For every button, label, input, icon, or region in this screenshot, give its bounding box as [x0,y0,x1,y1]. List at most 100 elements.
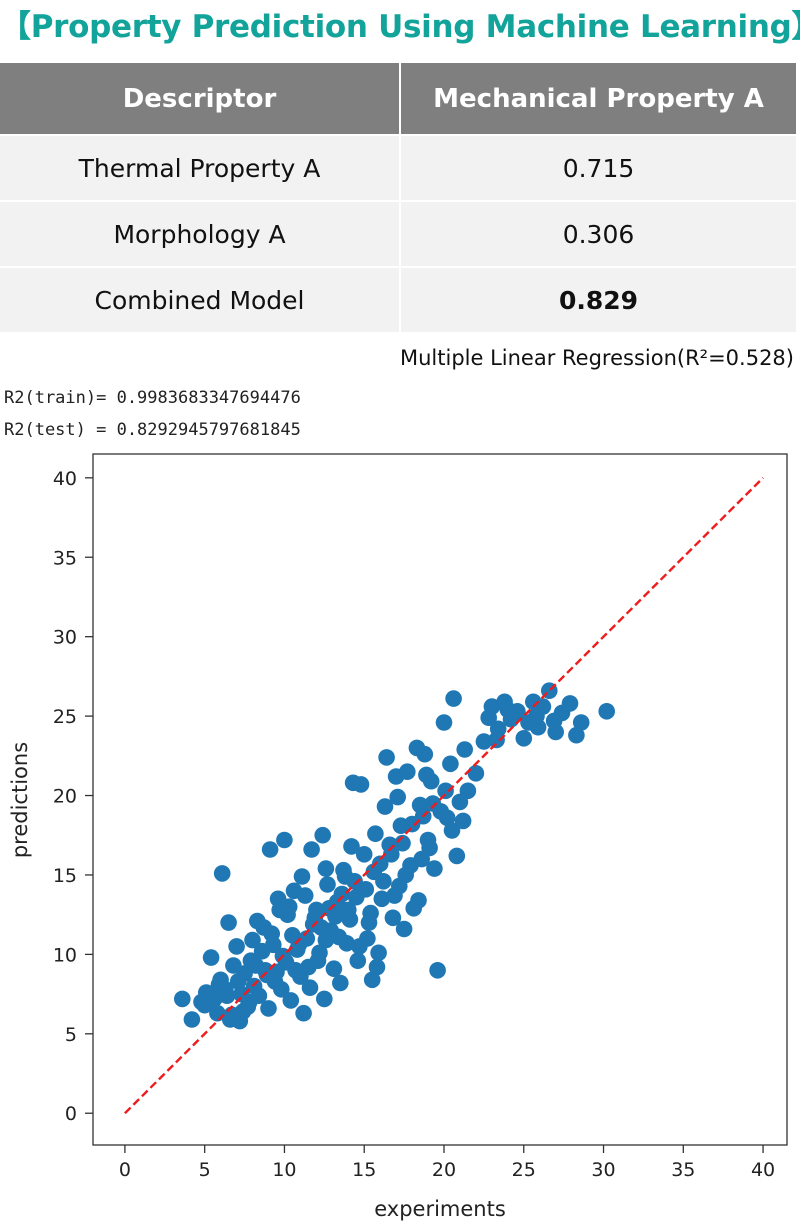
table-cell-value: 0.715 [399,134,796,201]
data-point [296,887,314,904]
table-cell-descriptor: Morphology A [0,200,400,267]
data-point [244,931,261,949]
data-point [303,841,320,858]
x-tick-label: 0 [119,1159,131,1181]
data-point [319,876,336,893]
x-tick-label: 10 [272,1159,296,1181]
data-point [317,931,335,949]
data-point [528,707,545,725]
data-point [363,971,381,989]
data-point [218,987,236,1004]
x-tick-label: 30 [591,1159,615,1181]
data-point [228,938,245,955]
data-point [351,938,368,955]
y-tick-label: 30 [53,627,77,649]
data-point [384,909,402,927]
data-point [336,868,354,885]
y-tick-label: 20 [53,786,77,808]
data-point [314,826,332,844]
data-point [437,782,454,800]
data-point [298,930,316,947]
data-point [438,809,456,827]
data-point [475,733,493,750]
data-point [355,846,373,863]
data-point [373,890,391,908]
data-point [483,698,501,715]
y-tick-label: 40 [53,468,77,490]
x-tick-label: 15 [352,1159,376,1181]
data-point [435,714,453,731]
data-point [202,949,220,966]
identity-line [124,476,764,1115]
data-point [383,846,400,863]
data-point [370,944,387,962]
x-tick-label: 40 [751,1159,775,1181]
console-output-test: R2(test) = 0.8292945797681845 [4,420,301,440]
table-cell-value: 0.306 [399,200,796,267]
table-cell-value-highlight: 0.829 [399,266,796,332]
column-header-mechanical-property: Mechanical Property A [399,63,796,135]
data-point [395,920,413,938]
data-point [301,979,319,996]
data-point [410,892,427,909]
data-point [333,885,351,903]
data-point [416,745,434,763]
y-axis-label: predictions [8,742,32,858]
data-point [418,766,435,784]
table-header-row: Descriptor Mechanical Property A [0,63,796,135]
table-cell-descriptor: Combined Model [0,266,400,332]
x-tick-label: 20 [432,1159,456,1181]
data-point [255,919,272,936]
x-axis-label: experiments [374,1197,506,1221]
data-point [445,690,462,707]
data-point [221,1011,239,1028]
data-point [183,1011,201,1028]
data-point [515,730,533,747]
data-point [568,726,585,744]
data-point [426,860,443,877]
data-point [389,788,407,806]
console-output-train: R2(train)= 0.9983683347694476 [4,388,301,408]
data-point [261,841,279,858]
data-point [378,749,395,766]
plot-frame [92,453,788,1146]
table-cell-descriptor: Thermal Property A [0,134,400,201]
data-point [247,957,264,974]
data-point [394,834,411,852]
data-point [399,763,416,780]
data-point [454,812,472,830]
scatter-chart: 0 5 10 15 20 25 30 35 40 0 5 10 15 20 25 30 35 40 experim… [8,453,788,1221]
data-point [349,952,367,969]
data-point [367,825,384,842]
data-point [220,914,237,931]
data-point [424,795,442,812]
data-point [271,901,289,919]
data-point [456,741,474,758]
page-title: 【Property Prediction Using Machine Learn… [0,9,800,45]
data-point [443,822,461,839]
data-point [421,839,438,857]
data-point [371,855,389,873]
ticks-layer: 0 5 10 15 20 25 30 35 40 0 5 10 15 20 25 30 35 40 [53,468,775,1181]
data-point [213,865,231,882]
data-point [340,901,357,919]
y-tick-label: 25 [53,706,77,728]
data-point [488,731,505,749]
regression-caption: Multiple Linear Regression(R²=0.528) [399,346,794,370]
data-point [459,782,477,800]
points-layer [174,682,615,1030]
data-point [317,860,335,877]
data-point [325,960,343,977]
data-point [229,973,247,990]
data-point [386,887,403,904]
data-point [287,962,304,979]
descriptor-table: Descriptor Mechanical Property A Thermal… [0,63,796,332]
data-point [316,990,333,1008]
data-point [174,990,191,1008]
column-header-descriptor: Descriptor [0,63,400,135]
data-point [309,952,327,969]
data-point [265,936,282,954]
data-point [429,962,446,979]
y-tick-label: 35 [53,547,77,569]
y-tick-label: 10 [53,944,77,966]
